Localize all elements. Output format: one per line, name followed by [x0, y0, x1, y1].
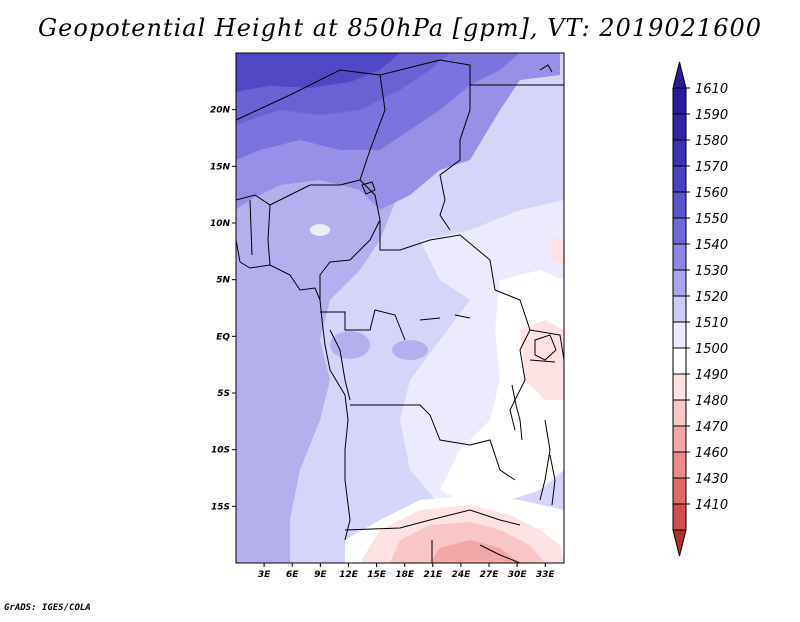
- colorbar-label: 1490: [695, 368, 728, 383]
- lon-tick-label: 27E: [480, 570, 500, 580]
- colorbar-swatch: [672, 191, 687, 219]
- border-line: [529, 329, 564, 361]
- colorbar-swatch: [672, 87, 687, 115]
- colorbar-swatch: [672, 165, 687, 193]
- lake-chad: [361, 181, 376, 195]
- colorbar-label: 1570: [695, 160, 728, 175]
- border-line: [329, 329, 351, 401]
- lon-tick-label: 18E: [395, 570, 415, 580]
- border-line: [249, 199, 253, 256]
- lat-tick-label: 10S: [211, 446, 230, 456]
- colorbar-label: 1530: [695, 264, 728, 279]
- colorbar-swatch: [672, 477, 687, 505]
- lat-tick-label: 5S: [217, 389, 230, 399]
- colorbar-label: 1510: [695, 316, 728, 331]
- colorbar-top-tip: [672, 61, 687, 89]
- colorbar-swatch: [672, 295, 687, 323]
- lon-tick-label: 15E: [367, 570, 387, 580]
- colorbar-swatch: [672, 399, 687, 427]
- colorbar: 1610 1590 1580 1570 1560 1550 1540 1530 1520 1510…: [672, 61, 728, 557]
- colorbar-swatch: [672, 217, 687, 245]
- colorbar-swatch: [672, 347, 687, 375]
- river-lines: [419, 314, 471, 321]
- border-line: [344, 479, 351, 541]
- grads-credit: GrADS: IGES/COLA: [4, 603, 91, 613]
- colorbar-label: 1520: [695, 290, 728, 305]
- lat-tick-label: 15S: [211, 502, 230, 512]
- colorbar-swatch: [672, 113, 687, 141]
- colorbar-label: 1550: [695, 212, 728, 227]
- lon-tick-label: 33E: [536, 570, 556, 580]
- colorbar-label: 1590: [695, 108, 728, 123]
- colorbar-label: 1560: [695, 186, 728, 201]
- latitude-axis: 20N 15N 10N 5N EQ 5S 10S 15S: [210, 106, 236, 512]
- colorbar-bottom-tip: [672, 529, 687, 557]
- colorbar-label: 1580: [695, 134, 728, 149]
- border-line: [319, 239, 371, 300]
- border-line: [350, 404, 516, 481]
- colorbar-swatch: [672, 373, 687, 401]
- lat-tick-label: 15N: [210, 162, 231, 172]
- colorbar-swatch: [672, 139, 687, 167]
- field-band-pink3: [430, 540, 520, 563]
- border-line: [539, 419, 551, 501]
- colorbar-swatch: [672, 243, 687, 271]
- colorbar-swatch: [672, 503, 687, 531]
- lat-tick-label: EQ: [216, 332, 230, 342]
- colorbar-label: 1610: [695, 82, 728, 97]
- lon-tick-label: 12E: [339, 570, 359, 580]
- colorbar-swatch: [672, 451, 687, 479]
- field-band-pink-east2: [550, 235, 564, 265]
- border-line: [236, 179, 361, 206]
- lat-tick-label: 5N: [216, 276, 230, 286]
- colorbar-label: 1540: [695, 238, 728, 253]
- longitude-axis: 3E 6E 9E 12E 15E 18E 21E 24E 27E 30E 33E: [258, 563, 556, 580]
- lake-victoria: [534, 334, 557, 361]
- field-blob: [330, 331, 370, 359]
- border-line: [494, 289, 531, 431]
- chart-title: Geopotential Height at 850hPa [gpm], VT:…: [38, 14, 762, 42]
- colorbar-swatch: [672, 425, 687, 453]
- colorbar-label: 1460: [695, 446, 728, 461]
- lon-tick-label: 6E: [286, 570, 299, 580]
- colorbar-swatch: [672, 269, 687, 297]
- lon-tick-label: 3E: [258, 570, 271, 580]
- coast-ne: [539, 64, 553, 73]
- border-line: [344, 509, 521, 531]
- colorbar-label: 1500: [695, 342, 728, 357]
- colorbar-label: 1470: [695, 420, 728, 435]
- lon-tick-label: 24E: [452, 570, 472, 580]
- colorbar-label: 1480: [695, 394, 728, 409]
- coastline: [236, 239, 349, 480]
- lake-malawi: [549, 454, 556, 506]
- lat-tick-label: 20N: [210, 106, 231, 116]
- field-blob: [310, 224, 330, 236]
- border-line: [529, 359, 556, 363]
- field-blob: [392, 340, 428, 360]
- map-frame: [235, 52, 565, 564]
- country-borders: [236, 59, 564, 563]
- colorbar-label: 1430: [695, 472, 728, 487]
- colorbar-label: 1410: [695, 498, 728, 513]
- colorbar-swatch: [672, 321, 687, 349]
- border-line: [479, 544, 521, 563]
- border-line: [320, 309, 406, 341]
- field-band-pink-east: [520, 320, 564, 400]
- lat-tick-label: 10N: [210, 219, 231, 229]
- lon-tick-label: 21E: [423, 570, 443, 580]
- lon-tick-label: 30E: [508, 570, 528, 580]
- lon-tick-label: 9E: [314, 570, 327, 580]
- field-band-core: [236, 53, 400, 92]
- border-line: [267, 204, 271, 266]
- height-field: [236, 53, 564, 563]
- border-line: [379, 220, 496, 291]
- border-line: [439, 109, 471, 231]
- lake-tanganyika: [511, 384, 523, 441]
